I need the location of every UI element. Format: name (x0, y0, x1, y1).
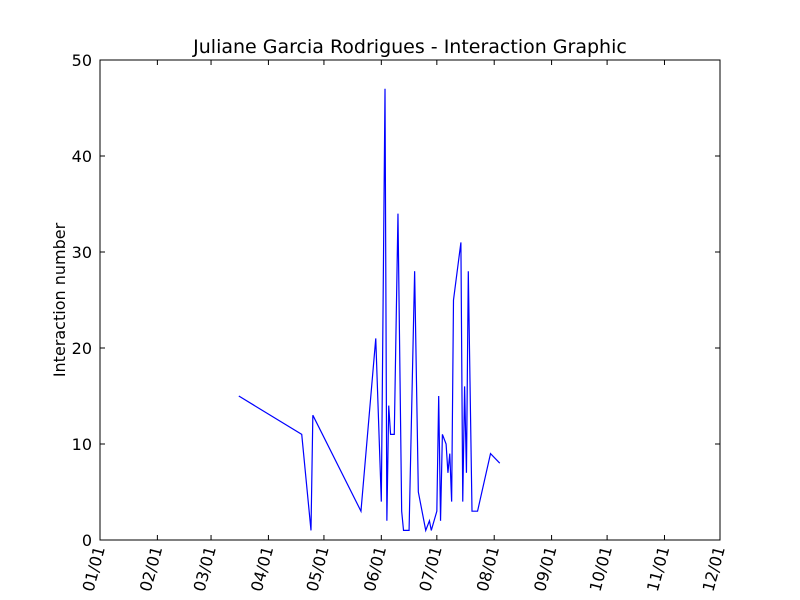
y-tick-label: 50 (72, 51, 92, 70)
series-line (238, 88, 501, 533)
y-tick-label: 40 (72, 147, 92, 166)
y-tick-label: 10 (72, 435, 92, 454)
data-series (238, 88, 501, 533)
y-axis-label: Interaction number (50, 222, 69, 377)
plot-frame (99, 59, 721, 541)
y-tick-label: 20 (72, 339, 92, 358)
chart-title: Juliane Garcia Rodrigues - Interaction G… (192, 36, 627, 58)
y-tick-label: 0 (82, 531, 92, 550)
y-tick-label: 30 (72, 243, 92, 262)
